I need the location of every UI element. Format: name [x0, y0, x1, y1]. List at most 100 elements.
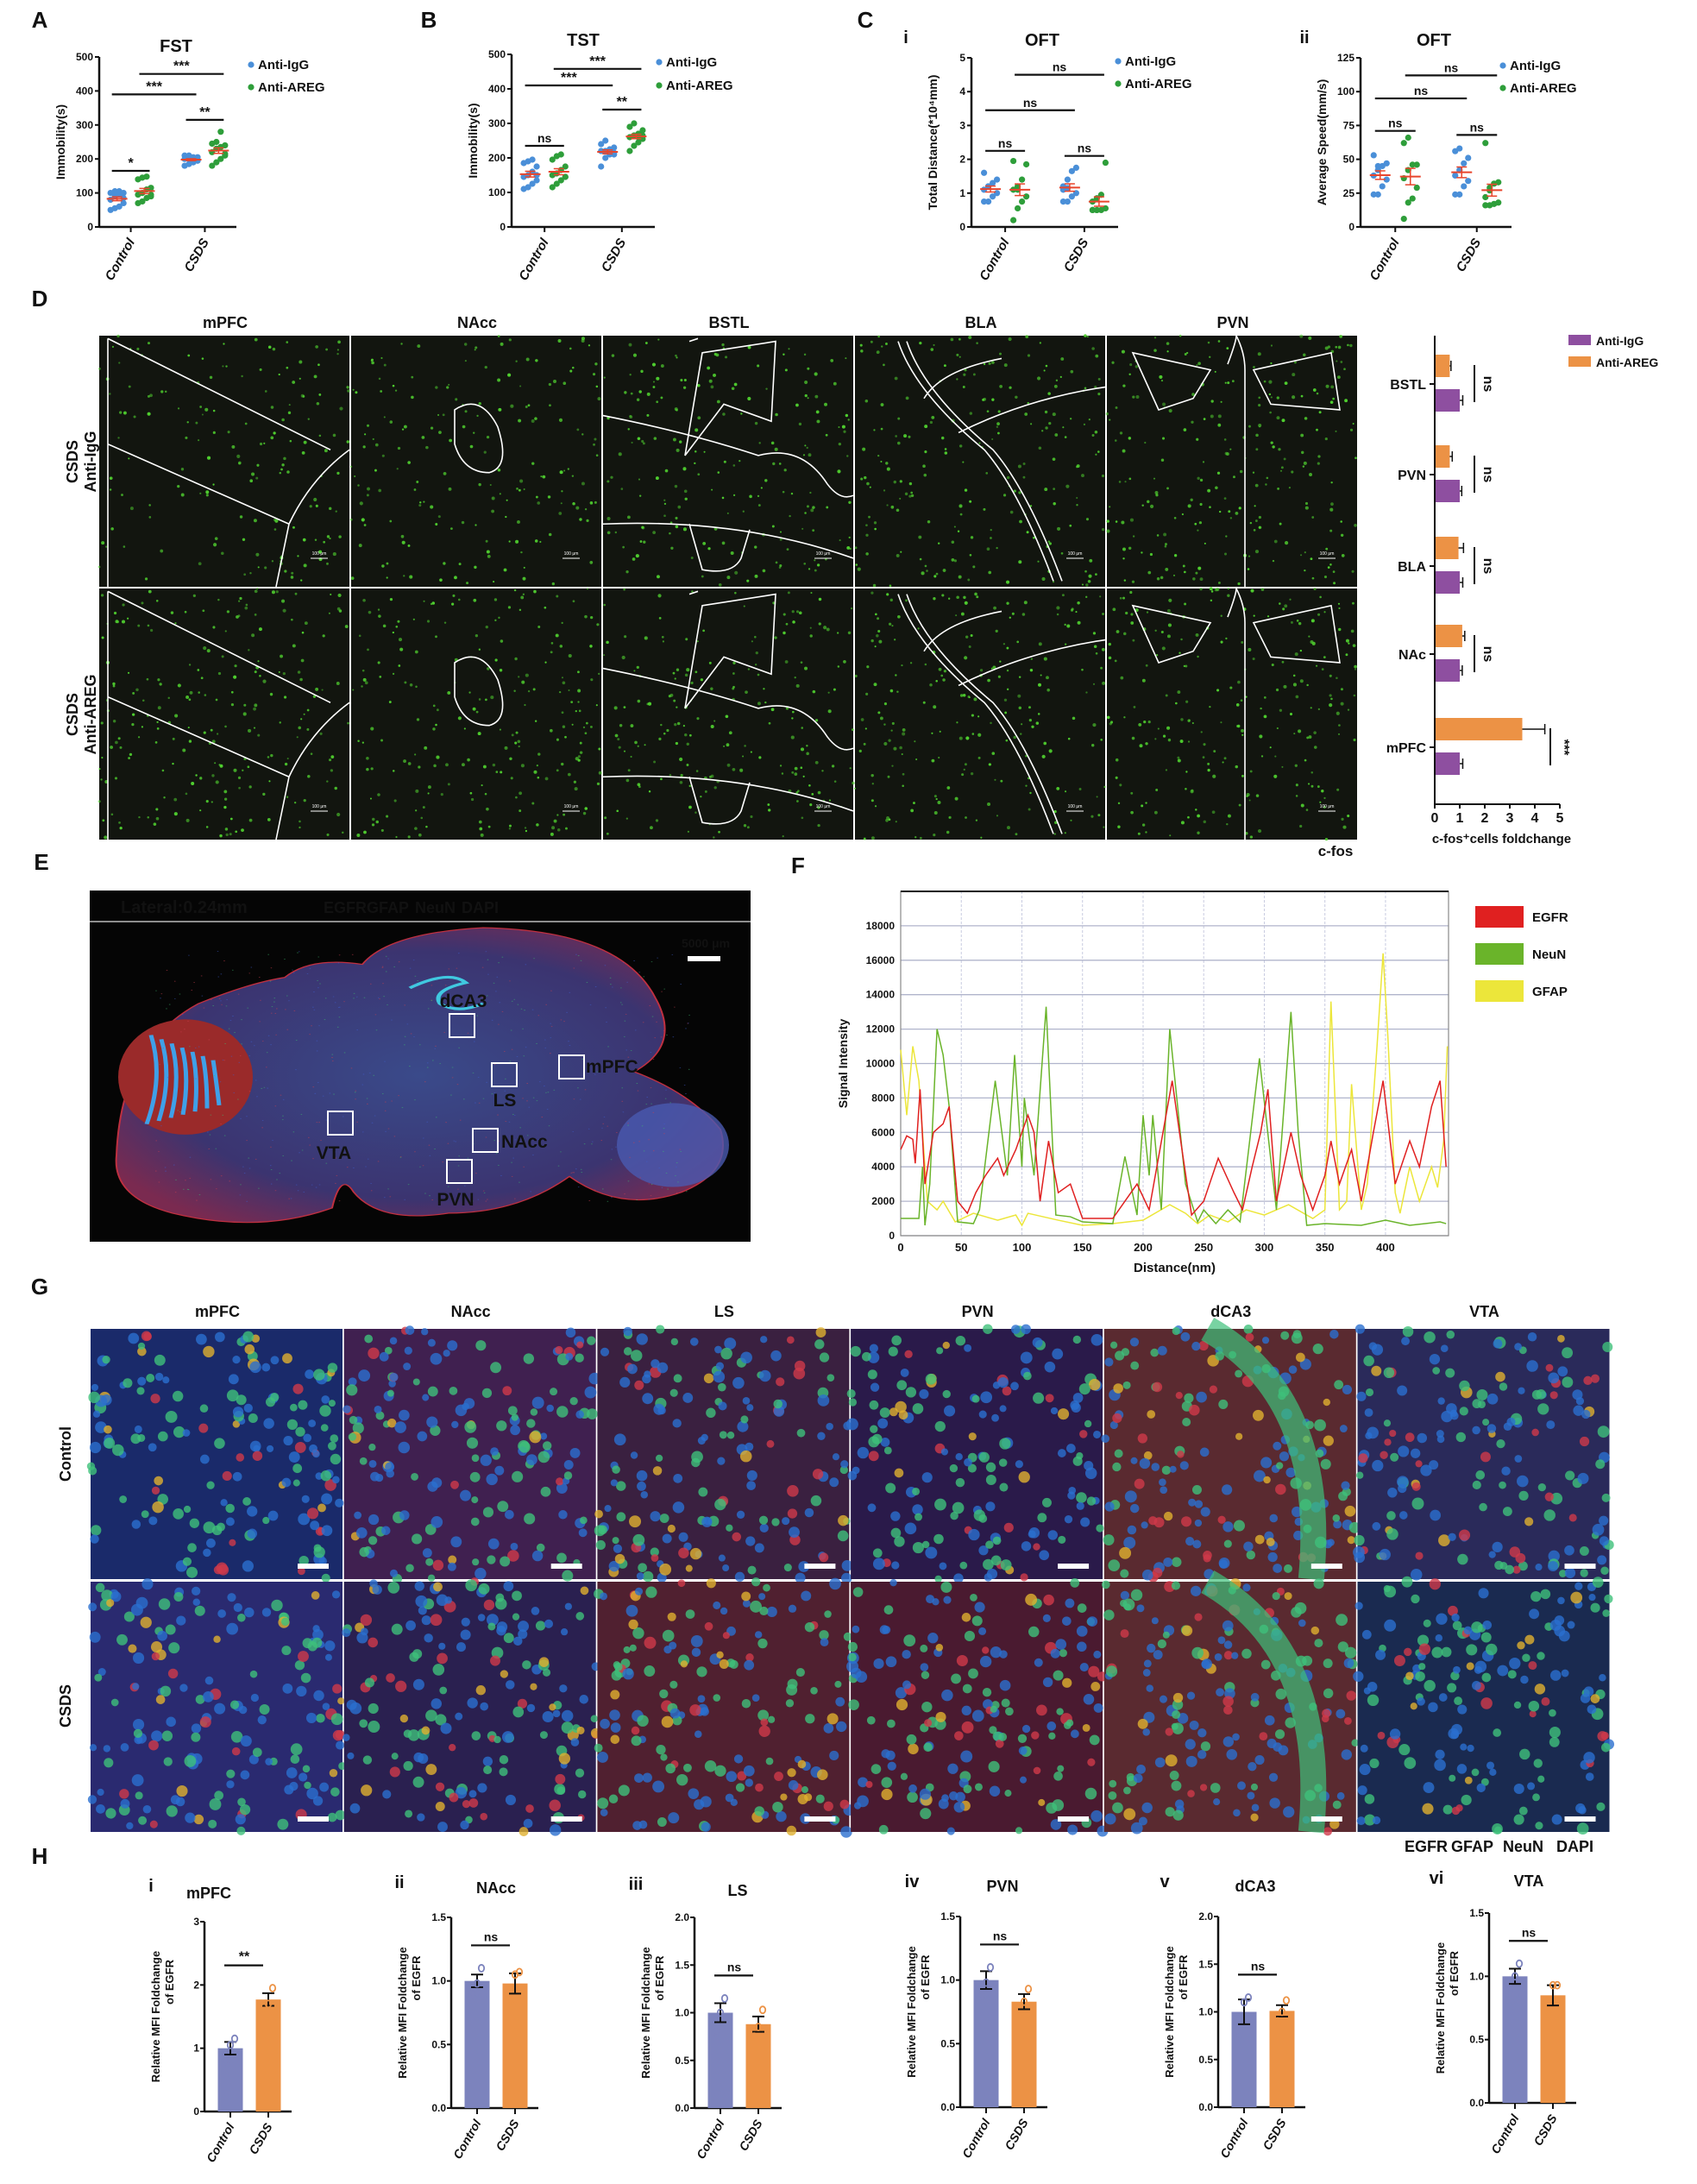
cfos-cell [1017, 464, 1021, 469]
cell-nucleus [166, 1716, 176, 1728]
cfos-cell [933, 795, 937, 798]
tissue-cell [688, 1068, 690, 1070]
cfos-cell [1178, 334, 1182, 337]
cell-nucleus [195, 1695, 205, 1704]
cfos-cell [1038, 642, 1042, 646]
if-image-dca3-control [1101, 1317, 1361, 1583]
cfos-cell [825, 433, 828, 437]
cfos-cell [971, 714, 975, 717]
cfos-cell [185, 818, 190, 822]
cfos-cell [497, 335, 500, 337]
cfos-cell [299, 820, 301, 823]
tissue-cell [602, 1123, 605, 1124]
cfos-cell [1324, 437, 1328, 441]
tissue-cell [651, 1103, 652, 1105]
cfos-cell [1064, 643, 1067, 645]
cfos-cell [652, 386, 656, 388]
cell-nucleus [879, 1407, 890, 1419]
cfos-cell [849, 547, 852, 551]
tissue-cell [362, 1073, 365, 1075]
cfos-cell [684, 497, 688, 500]
cfos-cell [1179, 740, 1184, 744]
cell-nucleus [1062, 1616, 1072, 1626]
cfos-cell [205, 494, 209, 497]
legend-label: EGFR [1532, 910, 1568, 925]
cfos-cell [837, 469, 841, 474]
cfos-cell [1155, 654, 1159, 657]
cell-nucleus [132, 1683, 140, 1690]
cfos-cell [929, 683, 933, 687]
cfos-cell [464, 410, 468, 413]
sub-label-hii: ii [394, 1873, 404, 1892]
cfos-cell [594, 500, 597, 504]
cell-nucleus [1130, 1457, 1138, 1464]
cfos-cell [544, 606, 547, 609]
cell-nucleus [998, 1458, 1008, 1467]
tissue-cell [477, 1199, 480, 1200]
cell-nucleus [355, 1526, 368, 1539]
cfos-cell [524, 703, 526, 707]
cfos-cell [394, 389, 398, 392]
tissue-cell [179, 1111, 181, 1113]
tissue-cell [544, 1039, 546, 1041]
cell-nucleus [638, 1563, 647, 1573]
cfos-cell [771, 525, 775, 528]
cell-nucleus [320, 1470, 331, 1482]
cell-nucleus [997, 1376, 1009, 1388]
cfos-cell [937, 542, 940, 544]
data-point [213, 159, 220, 166]
cell-nucleus [290, 1403, 298, 1412]
cfos-cell [534, 539, 538, 543]
tissue-cell [501, 1010, 504, 1012]
cell-nucleus [565, 1352, 574, 1361]
tissue-cell [226, 998, 229, 1001]
cell-nucleus [935, 1711, 946, 1722]
tissue-cell [312, 1086, 315, 1088]
cfos-cell [579, 518, 582, 521]
cfos-cell [484, 792, 487, 796]
cfos-cell [1214, 370, 1216, 373]
cell-nucleus [789, 1526, 800, 1539]
cfos-cell [1353, 694, 1356, 697]
cell-nucleus [746, 1470, 757, 1481]
cfos-cell [101, 541, 105, 545]
tissue-cell [642, 1022, 644, 1023]
cfos-cell [625, 817, 628, 820]
cfos-cell [1076, 497, 1078, 500]
cfos-cell [942, 569, 946, 572]
cell-nucleus [640, 1490, 649, 1499]
tissue-cell [219, 1081, 222, 1083]
cell-nucleus [685, 1609, 695, 1619]
tissue-cell [387, 1128, 390, 1130]
cfos-cell [814, 394, 819, 399]
cfos-cell [577, 689, 581, 693]
cell-nucleus [247, 1528, 258, 1539]
cfos-cell [519, 608, 522, 612]
cell-nucleus [955, 1477, 965, 1488]
cell-nucleus [637, 1481, 646, 1491]
cfos-cell [1173, 516, 1177, 519]
tissue-cell [627, 1056, 630, 1058]
significance-label: ns [1480, 376, 1495, 393]
cfos-cell [871, 783, 874, 785]
significance-label: ns [1470, 120, 1485, 134]
cfos-cell [346, 440, 349, 444]
cfos-cell [478, 482, 481, 487]
cell-nucleus [594, 1509, 603, 1519]
tissue-cell [426, 1062, 429, 1064]
cell-nucleus [1493, 1338, 1503, 1349]
cfos-cell [636, 665, 639, 669]
cfos-cell [218, 764, 221, 766]
cfos-cell [1021, 723, 1023, 726]
cfos-cell [469, 791, 473, 795]
cell-nucleus [155, 1695, 166, 1704]
cell-nucleus [1327, 1539, 1335, 1546]
cfos-cell [1033, 536, 1035, 539]
cell-nucleus [385, 1462, 395, 1472]
tissue-cell [685, 1028, 687, 1029]
tissue-cell [318, 1025, 320, 1027]
cfos-cell [802, 775, 805, 777]
cell-nucleus [154, 1372, 164, 1382]
legend-swatch [1475, 906, 1524, 928]
cfos-cell [1349, 428, 1354, 431]
